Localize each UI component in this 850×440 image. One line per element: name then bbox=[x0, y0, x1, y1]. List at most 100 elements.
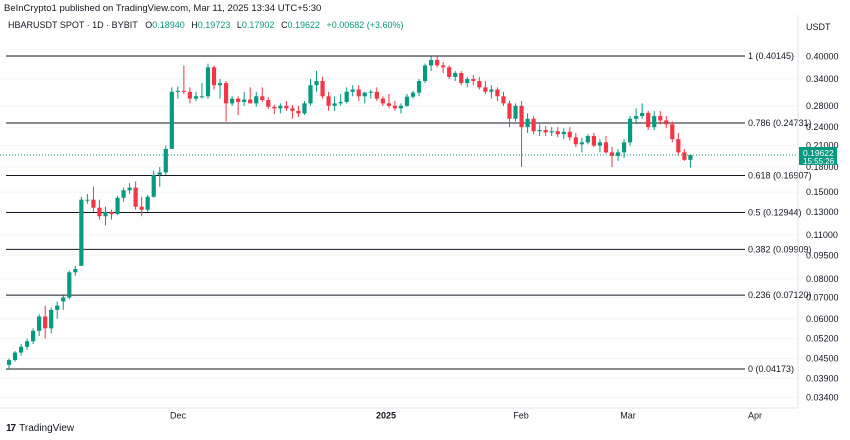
candle-body bbox=[495, 89, 500, 97]
price-tick-label: 0.40000 bbox=[806, 52, 839, 62]
time-tick-label: Mar bbox=[620, 410, 636, 420]
candle-body bbox=[67, 272, 72, 298]
candle-body bbox=[682, 152, 687, 160]
candle-body bbox=[567, 131, 572, 138]
price-tag-background bbox=[799, 146, 837, 165]
candle-body bbox=[139, 206, 144, 210]
candle-body bbox=[368, 91, 373, 93]
bar-countdown-label: 15:55:26 bbox=[803, 157, 835, 166]
candle-body bbox=[537, 130, 542, 132]
candle-body bbox=[266, 100, 271, 107]
candle-body bbox=[356, 89, 361, 97]
time-tick-label: 2025 bbox=[376, 410, 396, 420]
high-value: 0.19723 bbox=[197, 20, 231, 30]
candle-body bbox=[386, 103, 391, 106]
candle-body bbox=[217, 83, 223, 86]
candle-body bbox=[380, 98, 385, 104]
candle-body bbox=[254, 96, 259, 104]
candle-body bbox=[115, 197, 120, 215]
candle-body bbox=[314, 81, 319, 86]
candle-body bbox=[290, 108, 295, 111]
candle-body bbox=[597, 142, 603, 146]
candle-body bbox=[121, 190, 126, 198]
price-tick-label: 0.04500 bbox=[806, 354, 839, 364]
candle-body bbox=[320, 81, 325, 97]
candle-body bbox=[127, 187, 132, 191]
candle-body bbox=[471, 78, 476, 82]
candle-body bbox=[459, 73, 464, 84]
close-label: C bbox=[280, 20, 288, 30]
publish-attribution: BeInCrypto1 published on TradingView.com… bbox=[4, 3, 322, 14]
candle-body bbox=[603, 142, 609, 153]
price-tick-label: 0.03900 bbox=[806, 373, 839, 383]
candle-body bbox=[91, 199, 96, 208]
candle-body bbox=[585, 136, 590, 143]
candle-body bbox=[501, 96, 506, 104]
price-tick-label: 0.05200 bbox=[806, 334, 839, 344]
candle-body bbox=[627, 118, 633, 143]
candle-body bbox=[236, 98, 241, 102]
candle-body bbox=[79, 199, 84, 266]
symbol-info-bar: HBARUSDT SPOT · 1D · BYBIT O0.18940 H0.1… bbox=[8, 20, 408, 30]
fib-level-label: 1 (0.40145) bbox=[748, 51, 794, 61]
candle-body bbox=[338, 101, 343, 104]
fib-level-label: 0.382 (0.09909) bbox=[748, 244, 812, 254]
candle-body bbox=[688, 154, 693, 160]
open-value: 0.18940 bbox=[152, 20, 185, 30]
candle-body bbox=[151, 174, 156, 197]
candle-body bbox=[278, 105, 283, 109]
candle-body bbox=[634, 116, 639, 119]
candle-body bbox=[223, 83, 229, 104]
candle-body bbox=[230, 98, 235, 104]
price-tick-label: 0.18000 bbox=[806, 162, 839, 172]
candle-body bbox=[398, 105, 404, 109]
candle-body bbox=[18, 346, 24, 353]
candle-body bbox=[664, 120, 669, 125]
candle-body bbox=[646, 112, 651, 128]
low-value: 0.17902 bbox=[241, 20, 275, 30]
candle-body bbox=[12, 352, 18, 361]
candle-body bbox=[670, 124, 675, 140]
candle-body bbox=[6, 360, 12, 365]
fibonacci-levels: 1 (0.40145) 0.786 (0.24731) 0.618 (0.16907… bbox=[6, 51, 812, 374]
candle-body bbox=[163, 148, 168, 173]
currency-label: USDT bbox=[806, 22, 831, 32]
candle-body bbox=[615, 152, 621, 156]
price-tick-label: 0.09500 bbox=[806, 250, 839, 260]
candle-body bbox=[531, 118, 536, 132]
tradingview-logo-icon: 17 bbox=[6, 423, 16, 434]
fib-level-label: 0.236 (0.07120) bbox=[748, 290, 812, 300]
candle-body bbox=[133, 187, 138, 207]
candle-body bbox=[326, 96, 331, 106]
candle-body bbox=[465, 78, 470, 84]
tradingview-logo[interactable]: 17 TradingView bbox=[6, 423, 74, 434]
fib-level-label: 0.618 (0.16907) bbox=[748, 171, 812, 181]
candle-body bbox=[109, 211, 114, 215]
price-axis[interactable]: 0.40000 0.34000 0.28000 0.24000 0.21000 0.180… bbox=[806, 52, 839, 403]
brand-name: TradingView bbox=[19, 423, 75, 434]
candle-body bbox=[248, 99, 253, 104]
candle-body bbox=[61, 297, 66, 302]
price-tick-label: 0.13000 bbox=[806, 207, 839, 217]
candle-body bbox=[350, 89, 355, 92]
candle-body bbox=[410, 92, 416, 97]
candle-body bbox=[37, 316, 42, 331]
current-price-label: 0.19622 bbox=[803, 148, 834, 158]
candle-body bbox=[169, 91, 174, 149]
fib-level-label: 0.786 (0.24731) bbox=[748, 118, 812, 128]
candle-body bbox=[513, 105, 518, 119]
candle-body bbox=[187, 91, 192, 99]
candle-body bbox=[525, 118, 530, 128]
candle-body bbox=[362, 92, 367, 97]
candle-body bbox=[296, 110, 301, 114]
time-axis[interactable]: Dec 2025 Feb Mar Apr bbox=[170, 410, 762, 420]
candle-body bbox=[157, 172, 162, 175]
symbol-name[interactable]: HBARUSDT SPOT · 1D · BYBIT bbox=[8, 20, 138, 30]
candle-body bbox=[374, 91, 379, 99]
time-tick-label: Feb bbox=[513, 410, 529, 420]
candle-body bbox=[175, 90, 180, 92]
candlestick-series bbox=[6, 56, 693, 370]
candle-body bbox=[205, 67, 211, 97]
